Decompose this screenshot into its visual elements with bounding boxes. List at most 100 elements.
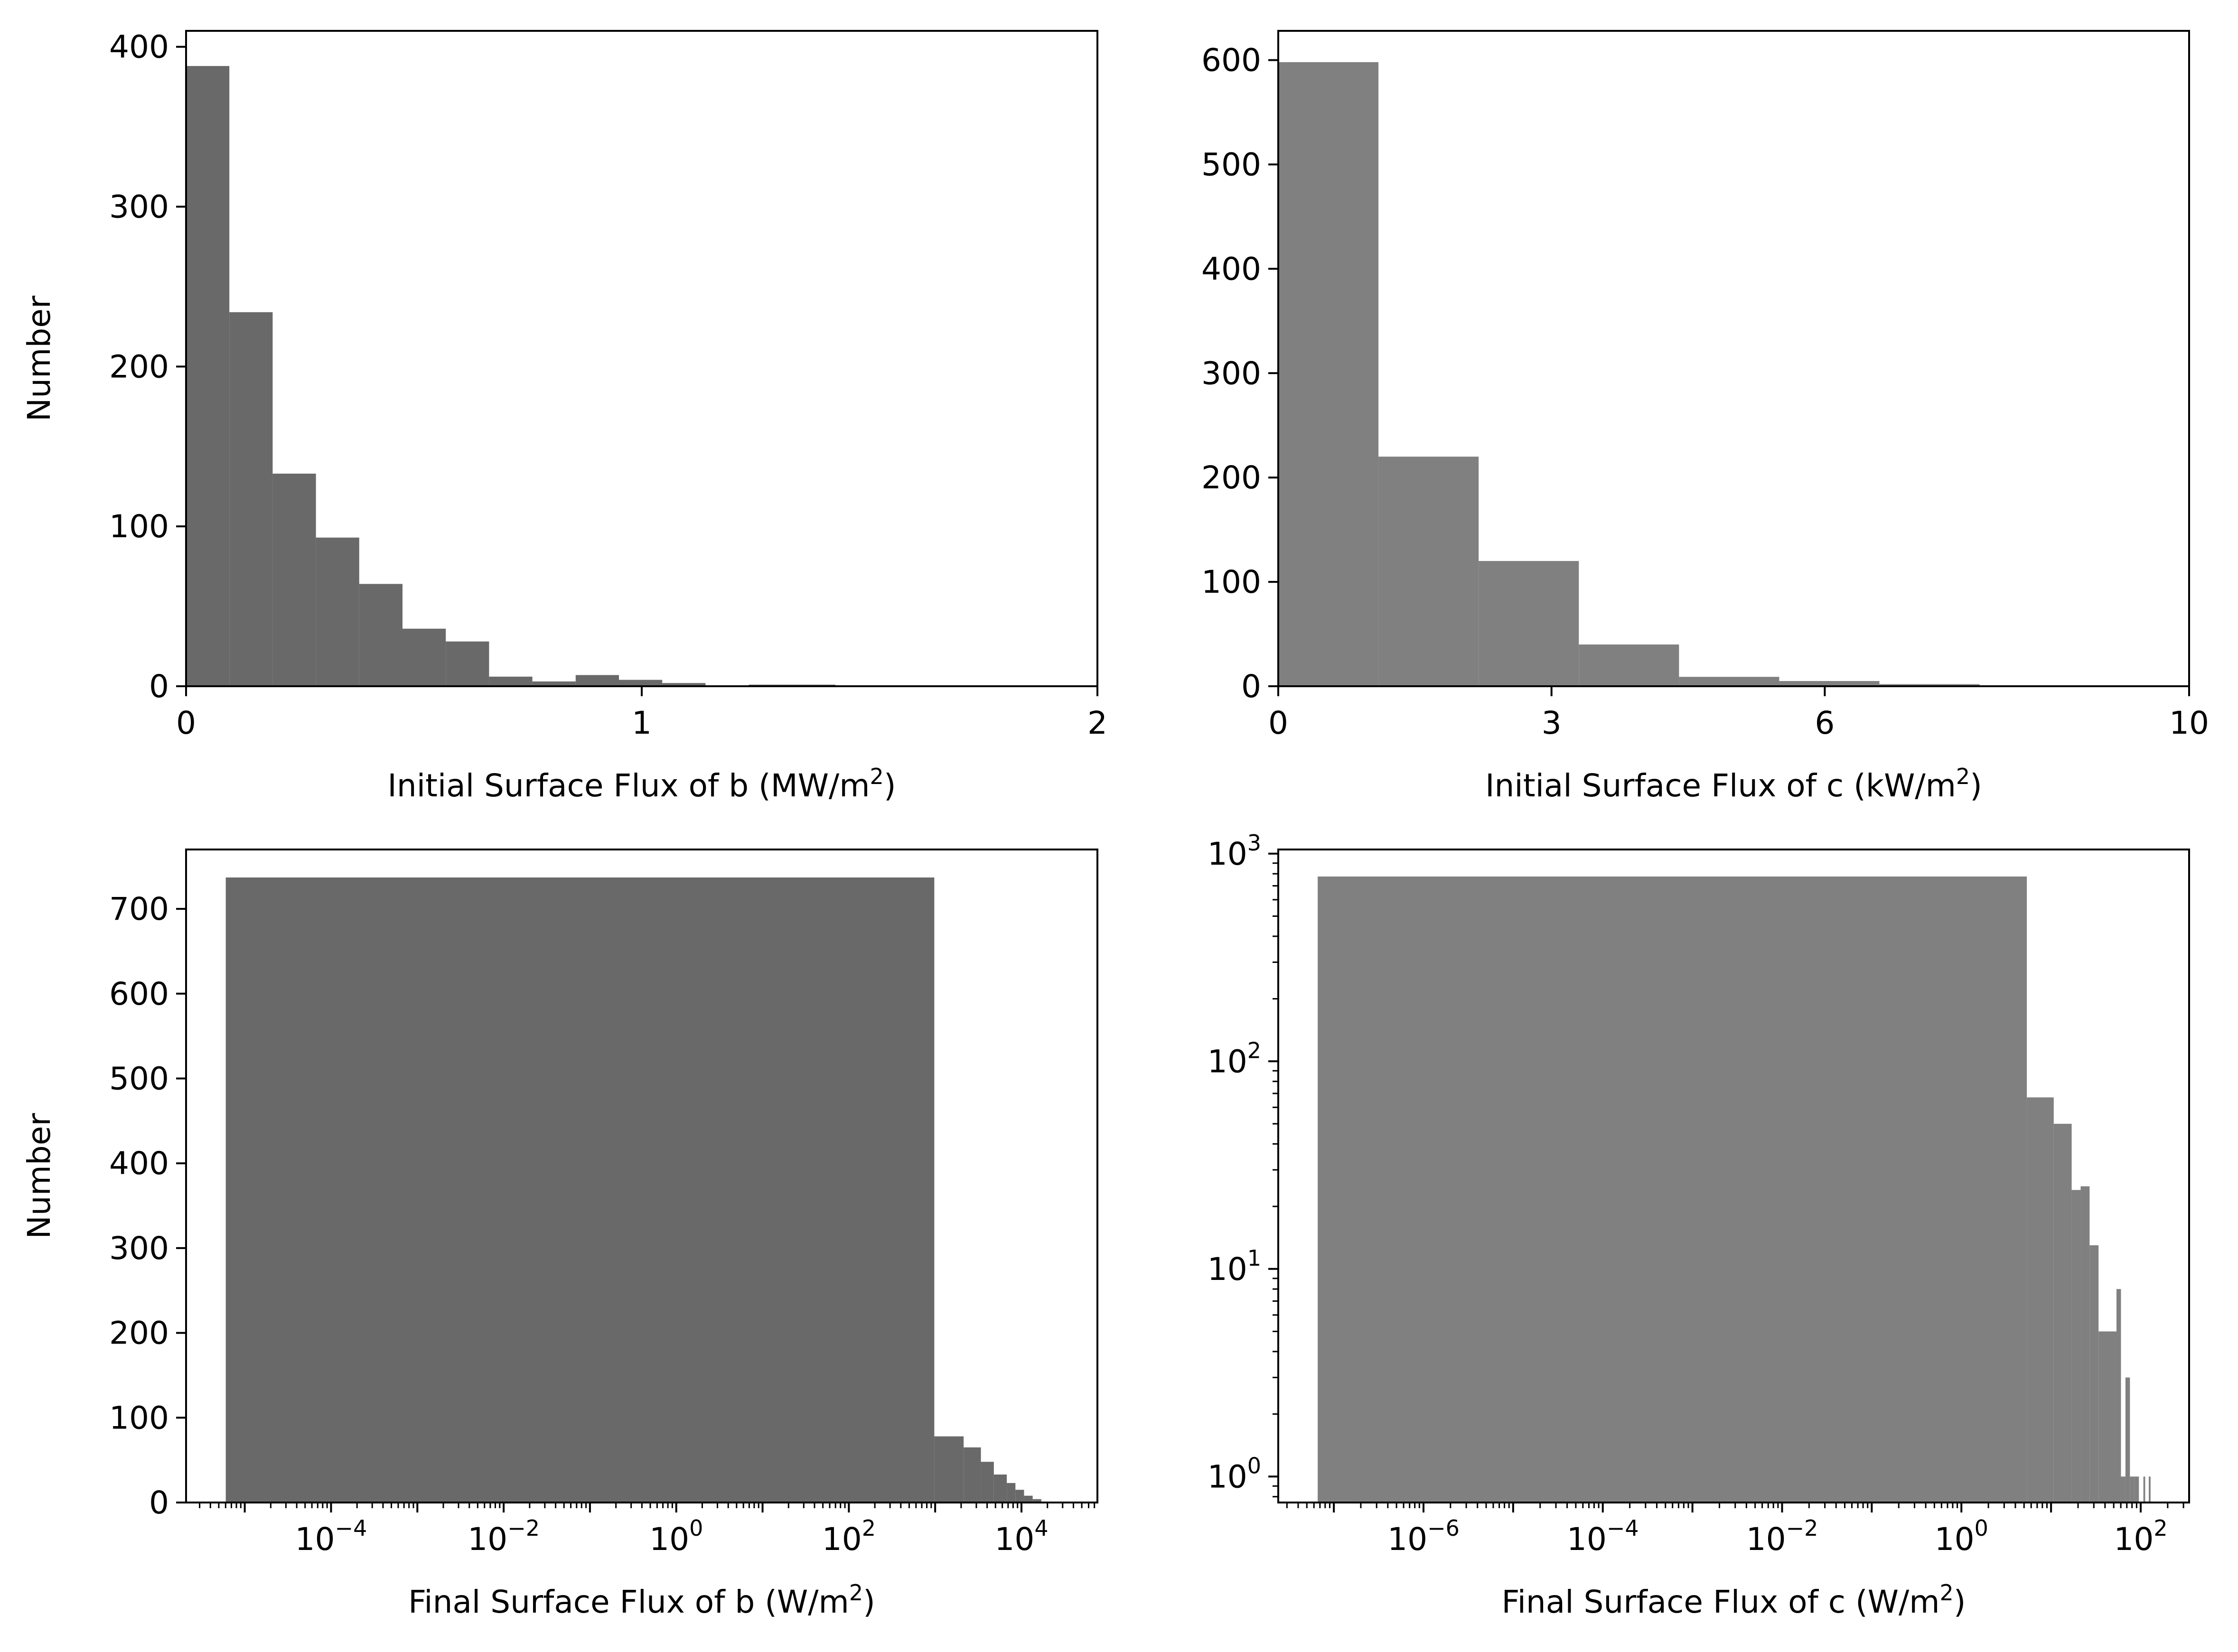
x-axis-label: Final Surface Flux of b (W/m2): [408, 1580, 875, 1620]
histogram-bar: [1032, 1499, 1041, 1503]
y-tick-label: 400: [109, 29, 169, 65]
x-tick-label: 10: [2169, 705, 2209, 741]
histogram-bar: [2071, 1190, 2081, 1503]
histogram-bar: [575, 675, 619, 686]
histogram-bar: [964, 1447, 981, 1503]
y-tick-label: 500: [109, 1060, 169, 1097]
histogram-bar: [403, 628, 446, 686]
histogram-bar: [1479, 561, 1579, 686]
histogram-bar: [1024, 1495, 1033, 1503]
y-axis-label: Number: [21, 1113, 57, 1239]
y-tick-label: 500: [1201, 146, 1261, 183]
histogram-bar: [1679, 677, 1779, 686]
histogram-bar: [1318, 876, 2027, 1503]
y-tick-label: 100: [109, 1400, 169, 1436]
histogram-bar: [1579, 644, 1679, 686]
histogram-bar: [229, 312, 273, 686]
x-tick-label: 104: [994, 1515, 1048, 1558]
histogram-bar: [1779, 681, 1880, 686]
x-axis-label: Final Surface Flux of c (W/m2): [1501, 1580, 1966, 1620]
y-axis-label: Number: [21, 295, 57, 421]
y-tick-label: 103: [1208, 830, 1261, 872]
y-tick-label: 100: [1201, 564, 1261, 600]
y-tick-label: 300: [1201, 355, 1261, 392]
histogram-bar: [446, 641, 489, 686]
x-tick-label: 102: [822, 1515, 876, 1558]
y-tick-label: 0: [149, 1484, 169, 1521]
histogram-bar: [1007, 1483, 1016, 1503]
y-tick-label: 200: [109, 1315, 169, 1352]
histogram-bar: [619, 680, 663, 686]
bars: [225, 877, 1041, 1503]
x-tick-label: 6: [1815, 705, 1835, 741]
axes-frame: [1277, 849, 2190, 1503]
histogram-bar: [2053, 1123, 2072, 1503]
axes-frame: [1277, 30, 2190, 687]
x-tick-label: 10−4: [1567, 1515, 1639, 1558]
histogram-bar: [2080, 1186, 2090, 1503]
histogram-bar: [2130, 1476, 2135, 1503]
x-tick-label: 0: [1268, 705, 1288, 741]
y-tick-label: 101: [1208, 1245, 1261, 1288]
histogram-bar: [934, 1436, 964, 1503]
x-tick-label: 10−6: [1387, 1515, 1460, 1558]
x-tick-label: 100: [649, 1515, 703, 1558]
x-tick-label: 10−2: [1746, 1515, 1818, 1558]
y-tick-label: 600: [1201, 42, 1261, 79]
y-tick-label: 0: [149, 668, 169, 705]
histogram-b-final: 10−4 10−2 100 102 104 0 100 200 300 400 500 600 700 F…: [21, 849, 1098, 1620]
y-tick-label: 102: [1208, 1037, 1261, 1080]
x-tick-label: 10−2: [468, 1515, 540, 1558]
histogram-bar: [662, 683, 706, 686]
y-tick-label: 400: [1201, 251, 1261, 287]
y-tick-label: 100: [109, 508, 169, 545]
bars: [1278, 62, 1980, 687]
histogram-bar: [2134, 1476, 2139, 1503]
x-tick-label: 1: [632, 705, 652, 741]
histogram-b-initial: 0 1 2 0 100 200 300 400 Initial Surface Flux of …: [21, 29, 1107, 804]
histogram-bar: [225, 877, 935, 1503]
y-tick-label: 200: [1201, 459, 1261, 496]
histogram-bar: [1278, 62, 1379, 687]
histogram-bar: [1879, 684, 1980, 686]
x-tick-label: 0: [176, 705, 196, 741]
x-axis-label: Initial Surface Flux of c (kW/m2): [1485, 764, 1982, 804]
histogram-bar: [2125, 1377, 2130, 1503]
histogram-bar: [532, 681, 576, 686]
histogram-bar: [2089, 1245, 2099, 1503]
histogram-bar: [2116, 1289, 2121, 1503]
x-tick-label: 3: [1542, 705, 1562, 741]
histogram-bar: [1015, 1490, 1024, 1503]
x-tick-label: 10−4: [295, 1515, 367, 1558]
y-tick-label: 700: [109, 891, 169, 927]
histogram-bar: [489, 676, 533, 686]
histogram-bar: [2121, 1476, 2126, 1503]
y-tick-label: 600: [109, 976, 169, 1012]
histogram-c-final: 10−6 10−4 10−2 100 102 100 101 102 103 Final Surf…: [1208, 830, 2190, 1620]
y-tick-label: 0: [1241, 668, 1261, 705]
histogram-bar: [2149, 1476, 2151, 1503]
y-tick-label: 200: [109, 348, 169, 385]
histogram-bar: [272, 474, 316, 686]
y-tick-label: 300: [109, 1230, 169, 1267]
bars: [1318, 876, 2151, 1503]
bars: [186, 66, 835, 687]
y-tick-label: 300: [109, 189, 169, 225]
x-axis-label: Initial Surface Flux of b (MW/m2): [387, 764, 896, 804]
x-tick-label: 102: [2114, 1515, 2167, 1558]
y-tick-label: 100: [1208, 1453, 1261, 1495]
histogram-bar: [316, 537, 359, 686]
histogram-bar: [2143, 1476, 2145, 1503]
y-tick-label: 400: [109, 1145, 169, 1182]
histogram-bar: [981, 1462, 994, 1503]
histogram-bar: [1378, 457, 1479, 686]
histogram-bar: [2027, 1097, 2054, 1503]
x-tick-label: 100: [1935, 1515, 1988, 1558]
histogram-bar: [359, 584, 403, 686]
histogram-bar: [2098, 1331, 2117, 1503]
histogram-bar: [186, 66, 230, 687]
x-tick-label: 2: [1087, 705, 1107, 741]
histogram-bar: [993, 1475, 1007, 1503]
